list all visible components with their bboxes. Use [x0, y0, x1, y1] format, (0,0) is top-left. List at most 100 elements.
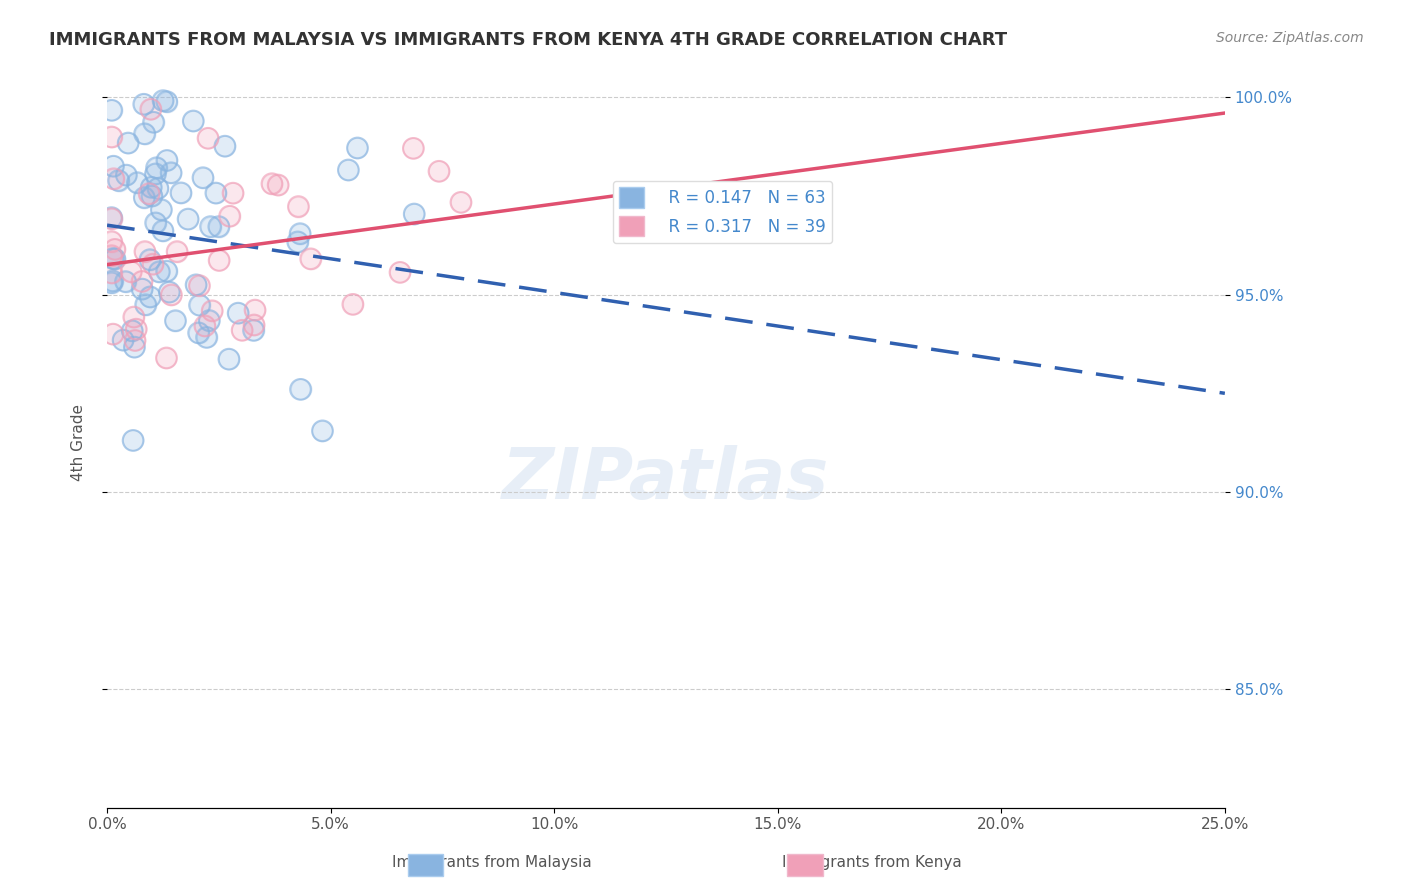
- Point: [134, 127, 156, 141]
- Point: [222, 186, 245, 201]
- Point: [120, 265, 142, 279]
- Point: [103, 171, 125, 186]
- Point: [191, 170, 214, 185]
- Point: [156, 95, 179, 109]
- Point: [139, 102, 162, 116]
- Point: [208, 219, 231, 234]
- Point: [187, 326, 209, 340]
- Point: [138, 186, 160, 201]
- Point: [243, 303, 266, 318]
- Point: [200, 219, 222, 234]
- Point: [134, 127, 156, 141]
- Point: [103, 159, 125, 173]
- Point: [104, 252, 127, 266]
- Point: [427, 164, 450, 178]
- Point: [100, 266, 122, 280]
- Point: [427, 164, 450, 178]
- Point: [132, 97, 155, 112]
- Point: [337, 163, 360, 178]
- Point: [166, 244, 188, 259]
- Point: [287, 235, 309, 249]
- Point: [337, 163, 360, 178]
- Point: [112, 333, 135, 347]
- Point: [135, 298, 157, 312]
- Point: [342, 297, 364, 311]
- Point: [134, 244, 156, 259]
- Point: [155, 351, 177, 365]
- Point: [134, 244, 156, 259]
- Point: [146, 181, 169, 195]
- Point: [198, 313, 221, 327]
- Point: [165, 314, 187, 328]
- Point: [288, 227, 311, 241]
- Point: [103, 171, 125, 186]
- Point: [100, 276, 122, 290]
- Point: [122, 310, 145, 324]
- Point: [100, 249, 122, 263]
- Point: [156, 153, 179, 168]
- Point: [346, 141, 368, 155]
- Point: [214, 139, 236, 153]
- Point: [194, 318, 217, 333]
- Point: [100, 235, 122, 249]
- Point: [112, 333, 135, 347]
- Point: [150, 202, 173, 217]
- Point: [100, 276, 122, 290]
- Point: [287, 235, 309, 249]
- Point: [200, 219, 222, 234]
- Text: Immigrants from Kenya: Immigrants from Kenya: [782, 855, 962, 870]
- Point: [100, 211, 122, 226]
- Point: [139, 102, 162, 116]
- Point: [107, 173, 129, 187]
- Point: [287, 200, 309, 214]
- Point: [124, 340, 146, 354]
- Point: [160, 166, 183, 180]
- Point: [267, 178, 290, 192]
- Point: [100, 103, 122, 118]
- Text: Source: ZipAtlas.com: Source: ZipAtlas.com: [1216, 31, 1364, 45]
- Point: [195, 330, 218, 344]
- Point: [152, 94, 174, 108]
- Point: [290, 382, 312, 396]
- Point: [101, 274, 124, 288]
- Point: [243, 303, 266, 318]
- Point: [122, 434, 145, 448]
- Point: [131, 275, 153, 289]
- Point: [218, 209, 240, 223]
- Point: [101, 252, 124, 266]
- Point: [260, 177, 283, 191]
- Y-axis label: 4th Grade: 4th Grade: [72, 404, 86, 481]
- Point: [188, 278, 211, 293]
- Point: [115, 168, 138, 182]
- Point: [290, 382, 312, 396]
- Point: [145, 161, 167, 175]
- Point: [346, 141, 368, 155]
- Point: [160, 288, 183, 302]
- Point: [124, 334, 146, 348]
- Point: [166, 244, 188, 259]
- Point: [127, 176, 149, 190]
- Point: [100, 103, 122, 118]
- Point: [121, 324, 143, 338]
- Point: [450, 195, 472, 210]
- Point: [157, 285, 180, 299]
- Point: [100, 211, 122, 225]
- Point: [145, 216, 167, 230]
- Point: [181, 114, 204, 128]
- Point: [127, 176, 149, 190]
- Point: [342, 297, 364, 311]
- Point: [231, 323, 253, 337]
- Point: [243, 318, 266, 332]
- Point: [142, 257, 165, 271]
- Text: IMMIGRANTS FROM MALAYSIA VS IMMIGRANTS FROM KENYA 4TH GRADE CORRELATION CHART: IMMIGRANTS FROM MALAYSIA VS IMMIGRANTS F…: [49, 31, 1007, 49]
- Point: [156, 264, 179, 278]
- Point: [131, 282, 153, 296]
- Point: [260, 177, 283, 191]
- Point: [115, 168, 138, 182]
- Point: [184, 277, 207, 292]
- Point: [218, 209, 240, 223]
- Point: [181, 114, 204, 128]
- Point: [148, 265, 170, 279]
- Point: [107, 173, 129, 187]
- Point: [141, 189, 163, 203]
